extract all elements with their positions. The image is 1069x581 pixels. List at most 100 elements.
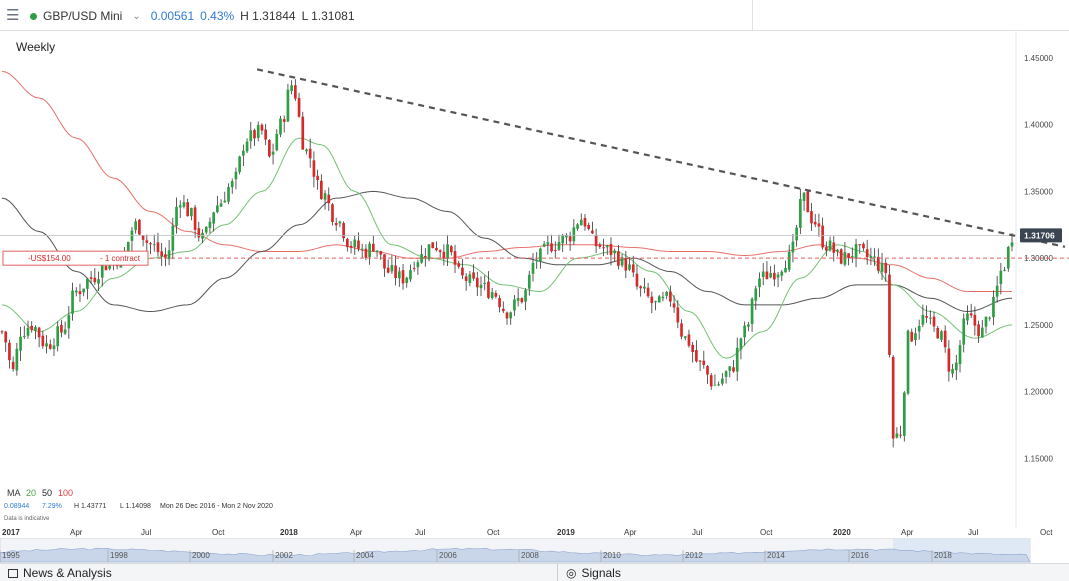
candle: [854, 238, 858, 268]
candle-body: [550, 243, 553, 252]
candle: [520, 297, 524, 304]
candle: [368, 241, 371, 265]
candle: [193, 204, 197, 238]
candle: [568, 231, 572, 251]
candle-body: [1006, 246, 1010, 269]
candle: [242, 144, 245, 166]
candle-body: [479, 284, 483, 289]
current-price-bg: [1020, 228, 1062, 243]
candle-body: [954, 362, 958, 371]
candle: [691, 341, 694, 363]
candle: [82, 288, 86, 297]
candle: [635, 264, 639, 290]
candle: [464, 273, 468, 291]
candle-body: [899, 434, 902, 436]
candle: [561, 233, 565, 253]
ma20-value: 20: [26, 488, 36, 498]
candle-body: [383, 254, 386, 269]
ma20-line: [1, 137, 1013, 359]
candle-body: [721, 378, 724, 384]
candle: [93, 268, 97, 286]
candle-body: [620, 257, 624, 266]
candle: [687, 329, 691, 348]
candle-body: [984, 316, 988, 327]
candle: [134, 218, 138, 234]
navigator-year-label: 2018: [934, 551, 952, 560]
candle-body: [709, 375, 713, 387]
hamburger-icon[interactable]: ☰: [6, 7, 20, 24]
candle-body: [45, 343, 48, 347]
candle-body: [15, 348, 19, 371]
candle: [275, 129, 279, 152]
candle-body: [494, 293, 498, 297]
signals-tab[interactable]: ◎ Signals: [566, 566, 621, 580]
candle-body: [869, 256, 873, 259]
candle-body: [591, 230, 594, 234]
candle: [962, 313, 966, 353]
candle-body: [773, 272, 776, 280]
candle: [977, 320, 980, 344]
candle: [1003, 267, 1006, 272]
candle: [461, 259, 464, 280]
candle: [449, 244, 453, 256]
candle-body: [531, 262, 535, 274]
candle: [943, 325, 947, 353]
candle: [999, 262, 1003, 295]
candle-body: [405, 277, 409, 283]
candle-body: [498, 298, 501, 308]
candle: [995, 275, 999, 303]
news-tab[interactable]: News & Analysis: [8, 566, 112, 580]
price-chart[interactable]: 1.45000 1.40000 1.35000 1.30000 1.25000 1.200…: [0, 30, 1069, 538]
candle: [988, 316, 992, 321]
candle-body: [661, 296, 665, 299]
candle-body: [732, 367, 735, 372]
candle-body: [386, 267, 390, 273]
instrument-name[interactable]: GBP/USD Mini: [43, 9, 123, 23]
candle-body: [204, 226, 208, 233]
candle-body: [546, 242, 550, 245]
candle-body: [227, 187, 230, 202]
candle-body: [520, 298, 524, 303]
candle: [984, 316, 988, 334]
candle-body: [412, 268, 416, 270]
signals-tab-label: Signals: [581, 566, 621, 580]
candle: [156, 232, 160, 257]
candle-body: [442, 251, 446, 259]
candle-body: [999, 270, 1003, 284]
navigator-series: [0, 547, 1031, 563]
candle-body: [602, 247, 605, 249]
navigator-strip[interactable]: 1995 1998 2000 2002 2004 2006 2008 2010 2012 2014…: [0, 538, 1069, 563]
candle: [609, 237, 613, 266]
candle-body: [739, 338, 743, 350]
candle-body: [286, 89, 290, 122]
candle: [178, 200, 182, 218]
candle: [828, 236, 832, 252]
candle: [524, 288, 527, 311]
candle: [397, 267, 401, 287]
candle-body: [527, 274, 531, 289]
candle: [438, 249, 442, 258]
candle-body: [947, 348, 951, 372]
candle-body: [468, 274, 472, 283]
candle-body: [271, 151, 275, 155]
chart-area[interactable]: 1.45000 1.40000 1.35000 1.30000 1.25000 1.200…: [0, 30, 1069, 538]
candle-body: [52, 345, 56, 350]
candle-body: [60, 324, 63, 333]
candle-body: [67, 315, 71, 329]
candle: [825, 241, 828, 257]
candle: [338, 220, 342, 228]
position-label[interactable]: -US$154.00 - 1 contract: [2, 250, 149, 266]
candle-body: [78, 291, 82, 295]
candle: [917, 319, 921, 340]
candle: [876, 248, 880, 274]
candle-body: [780, 271, 784, 276]
navigator-year-label: 2010: [603, 551, 621, 560]
session-low: L 1.31081: [301, 9, 355, 23]
candle-body: [197, 228, 201, 238]
candle: [15, 342, 19, 376]
candle: [416, 259, 420, 275]
candle-body: [379, 251, 383, 255]
candle: [732, 359, 735, 373]
chevron-down-icon[interactable]: ⌄: [132, 10, 141, 22]
candle-body: [617, 251, 620, 266]
